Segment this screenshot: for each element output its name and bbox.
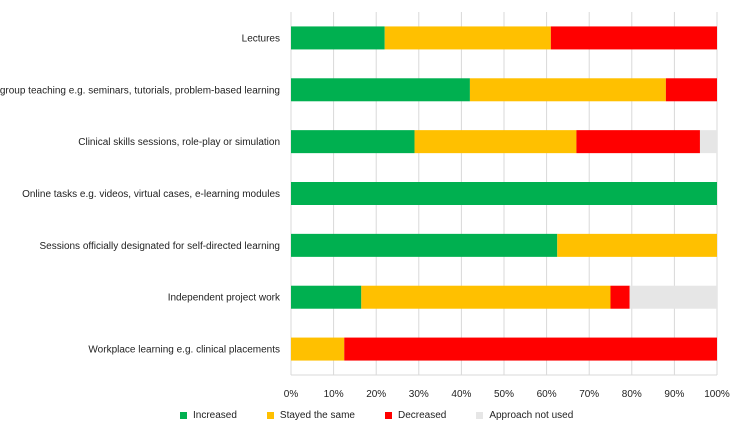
x-tick-label: 70% <box>579 389 599 400</box>
x-tick-label: 10% <box>324 389 344 400</box>
category-label: Sessions officially designated for self-… <box>39 241 280 252</box>
legend-swatch-increased <box>180 411 187 419</box>
x-tick-label: 20% <box>366 389 386 400</box>
x-tick-label: 50% <box>494 389 514 400</box>
category-label: Clinical skills sessions, role-play or s… <box>78 137 280 148</box>
x-tick-label: 30% <box>409 389 429 400</box>
bar-segment-decreased <box>576 130 700 154</box>
bar-segment-increased <box>291 26 385 50</box>
x-tick-label: 80% <box>622 389 642 400</box>
category-label: Workplace learning e.g. clinical placeme… <box>88 345 280 356</box>
legend-label-decreased: Decreased <box>397 409 447 421</box>
legend-label-stayed-the-same: Stayed the same <box>279 409 355 421</box>
x-tick-label: 40% <box>451 389 471 400</box>
x-tick-label: 0% <box>284 389 299 400</box>
category-label: Small group teaching e.g. seminars, tuto… <box>0 85 280 96</box>
bar-segment-stayed <box>291 337 345 361</box>
bar-segment-increased <box>291 285 362 309</box>
category-label: Online tasks e.g. videos, virtual cases,… <box>22 189 280 200</box>
category-labels: Lectures Small group teaching e.g. semina… <box>0 33 281 355</box>
category-label: Independent project work <box>168 293 281 304</box>
bar-segment-not-used <box>629 285 717 309</box>
stacked-bar-chart: Lectures Small group teaching e.g. semina… <box>0 12 730 400</box>
bar-segment-decreased <box>610 285 630 309</box>
bar-segment-decreased <box>550 26 717 50</box>
bar-segment-stayed <box>469 78 666 102</box>
legend-swatch-approach-not-used <box>476 411 484 419</box>
legend-item-decreased: Decreased <box>384 409 447 421</box>
bars <box>291 26 717 361</box>
x-tick-label: 60% <box>537 389 557 400</box>
bar-segment-increased <box>291 78 470 102</box>
x-tick-label: 100% <box>704 389 730 400</box>
x-axis-tick-labels: 0% 10% 20% 30% 40% 50% 60% 70% 80% 90% 100% <box>284 389 730 400</box>
legend-label-increased: Increased <box>193 409 237 421</box>
bar-segment-stayed <box>557 233 717 257</box>
bar-segment-decreased <box>665 78 717 102</box>
legend-swatch-decreased <box>384 411 392 419</box>
bar-segment-stayed <box>361 285 611 309</box>
legend-item-increased: Increased <box>180 410 237 421</box>
bar-segment-increased <box>291 130 415 154</box>
bar-segment-stayed <box>414 130 577 154</box>
bar-segment-increased <box>291 182 717 205</box>
bar-segment-increased <box>291 233 558 257</box>
bar-segment-not-used <box>699 130 717 154</box>
bar-segment-stayed <box>384 26 551 50</box>
bar-segment-decreased <box>344 337 717 361</box>
legend-item-stayed-the-same: Stayed the same <box>266 409 355 421</box>
legend-item-approach-not-used: Approach not used <box>476 410 573 421</box>
legend-swatch-stayed-the-same <box>266 411 274 419</box>
category-label: Lectures <box>242 33 280 44</box>
x-tick-label: 90% <box>664 389 684 400</box>
legend-label-approach-not-used: Approach not used <box>489 409 574 421</box>
legend: Increased Stayed the same Decreased Appr… <box>180 408 603 422</box>
